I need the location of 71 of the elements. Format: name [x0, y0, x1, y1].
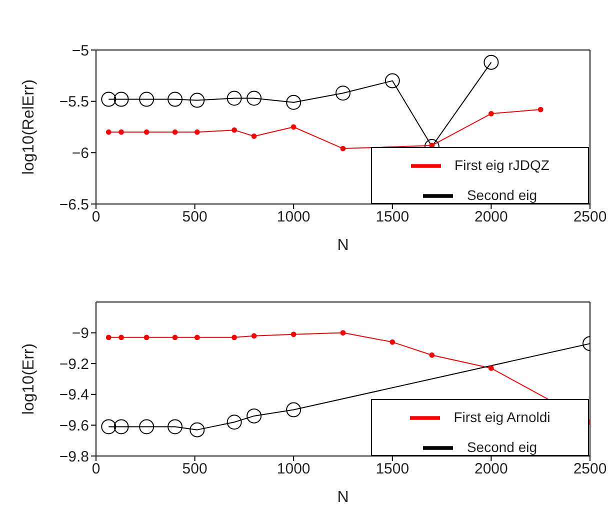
point [106, 334, 112, 340]
point [139, 419, 154, 434]
point [118, 334, 124, 340]
x-tick-label: 1500 [376, 208, 410, 226]
y-tick-label: −9.8 [59, 448, 89, 466]
x-axis-title: N [337, 237, 349, 254]
point [190, 92, 205, 108]
x-tick-label: 1000 [276, 460, 310, 478]
point [194, 334, 200, 340]
y-axis-title: log10(Err) [20, 343, 38, 415]
x-tick-label: 2000 [474, 460, 508, 478]
point [114, 92, 129, 107]
point [286, 94, 302, 110]
point [290, 124, 296, 130]
x-tick-label: 2500 [573, 460, 607, 478]
y-tick-label: −6.5 [59, 196, 89, 214]
x-tick-label: 1500 [376, 460, 410, 478]
point [101, 419, 116, 434]
point [144, 129, 150, 135]
point [190, 422, 205, 438]
y-tick-label: −9.6 [59, 418, 89, 435]
point [139, 92, 154, 107]
legend-label: Second eig [466, 187, 538, 204]
y-tick-label: −6 [72, 144, 89, 162]
y-tick-label: −9.4 [59, 386, 89, 404]
point [101, 92, 116, 107]
point [484, 54, 499, 70]
y-tick-label: −9 [72, 325, 89, 342]
x-tick-label: 500 [182, 460, 208, 478]
legend-label: First eig Arnoldi [454, 409, 550, 426]
point [286, 402, 302, 418]
point [538, 106, 544, 112]
point [232, 127, 238, 133]
point [246, 90, 262, 106]
point [290, 332, 296, 338]
point [106, 129, 112, 135]
legend-label: Second eig [466, 439, 538, 456]
point [226, 90, 242, 106]
point [114, 419, 129, 434]
point [429, 352, 435, 358]
x-axis-title: N [337, 489, 349, 506]
x-tick-label: 1000 [276, 208, 310, 226]
x-tick-label: 0 [92, 460, 100, 478]
y-tick-label: −9.2 [59, 356, 89, 373]
point [172, 129, 178, 135]
point [251, 333, 257, 339]
x-tick-label: 0 [92, 208, 100, 226]
y-tick-label: −5 [72, 42, 89, 60]
x-tick-label: 500 [182, 208, 208, 226]
point [172, 334, 178, 340]
point [251, 134, 257, 139]
point [226, 414, 242, 430]
legend-label: First eig rJDQZ [454, 157, 550, 174]
x-tick-label: 2500 [573, 208, 607, 226]
point [488, 110, 494, 116]
point [168, 92, 183, 107]
point [232, 334, 238, 340]
point [340, 146, 346, 152]
x-tick-label: 2000 [474, 208, 508, 226]
point [246, 408, 262, 424]
point [194, 129, 200, 135]
point [340, 330, 346, 336]
y-tick-label: −5.5 [59, 94, 89, 111]
point [384, 73, 400, 88]
point [118, 129, 124, 135]
point [168, 419, 183, 434]
point [390, 339, 396, 345]
y-axis-title: log10(RelErr) [20, 79, 38, 175]
point [336, 86, 350, 101]
point [488, 366, 494, 371]
point [144, 334, 150, 340]
